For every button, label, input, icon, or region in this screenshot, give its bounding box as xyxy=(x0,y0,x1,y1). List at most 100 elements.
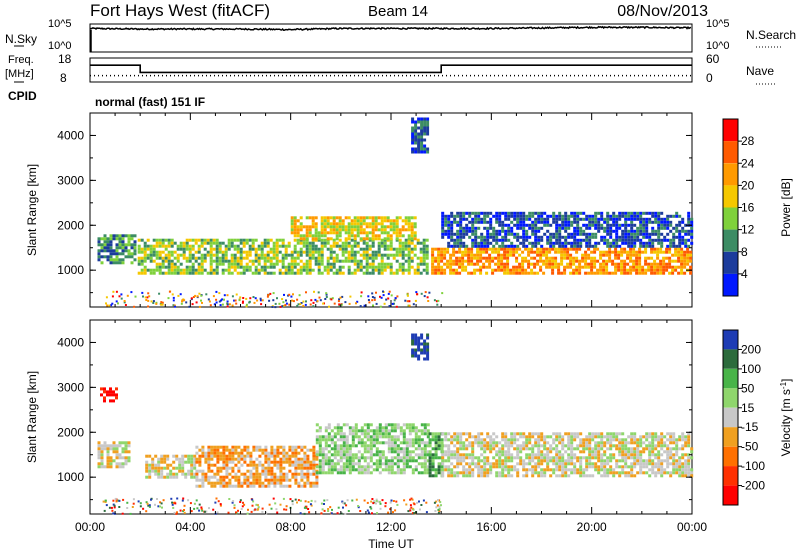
power-cell xyxy=(617,265,621,269)
power-cell xyxy=(654,238,658,242)
power-cell xyxy=(573,238,577,242)
power-cell xyxy=(248,253,252,257)
velocity-cell xyxy=(300,472,304,476)
velocity-cell xyxy=(687,432,691,436)
power-cell xyxy=(347,244,351,248)
velocity-cell xyxy=(672,456,676,460)
velocity-cell xyxy=(447,471,451,475)
power-cell xyxy=(434,268,438,272)
power-cell xyxy=(542,253,546,257)
velocity-cell xyxy=(261,469,265,473)
power-cell xyxy=(456,229,460,233)
power-cell xyxy=(567,214,571,218)
power-cell xyxy=(522,229,526,233)
velocity-cell xyxy=(681,444,685,448)
power-cell xyxy=(537,238,541,242)
velocity-cell xyxy=(504,468,508,472)
power-cell xyxy=(459,229,463,233)
velocity-cell xyxy=(279,478,283,482)
power-cell xyxy=(563,253,567,257)
power-cell xyxy=(624,238,628,242)
power-scatter xyxy=(302,300,305,303)
power-cell xyxy=(618,238,622,242)
power-cell xyxy=(170,250,174,254)
velocity-cell xyxy=(471,435,475,439)
power-cell xyxy=(585,217,589,221)
power-cell xyxy=(209,262,213,266)
power-cell xyxy=(594,220,598,224)
velocity-cell xyxy=(387,444,391,448)
power-scatter xyxy=(172,296,175,299)
power-cell xyxy=(474,229,478,233)
power-cell xyxy=(456,211,460,215)
velocity-cell xyxy=(411,342,415,346)
velocity-cell xyxy=(525,474,529,478)
power-cell xyxy=(596,268,600,272)
velocity-cell xyxy=(354,462,358,466)
power-cell xyxy=(344,244,348,248)
velocity-cell xyxy=(255,475,259,479)
power-cell xyxy=(191,247,195,251)
power-cell xyxy=(371,222,375,226)
velocity-cell xyxy=(561,441,565,445)
velocity-cell xyxy=(428,444,432,448)
power-cell xyxy=(242,265,246,269)
velocity-cell xyxy=(681,438,685,442)
velocity-cell xyxy=(426,423,430,427)
power-cell xyxy=(431,271,435,275)
velocity-cell xyxy=(258,454,262,458)
velocity-cell xyxy=(225,481,229,485)
velocity-cell xyxy=(627,441,631,445)
velocity-cell xyxy=(543,444,547,448)
power-cell xyxy=(371,262,375,266)
power-scatter xyxy=(379,295,381,298)
power-ylabel: Slant Range [km] xyxy=(25,164,39,256)
velocity-cell xyxy=(255,457,259,461)
power-cell xyxy=(492,235,496,239)
velocity-cell xyxy=(609,441,613,445)
power-cell xyxy=(404,228,408,232)
velocity-cell xyxy=(630,462,634,466)
power-scatter xyxy=(269,292,272,295)
power-cell xyxy=(512,250,516,254)
velocity-cell xyxy=(510,435,514,439)
power-cell xyxy=(558,217,562,221)
power-cell xyxy=(401,241,405,245)
power-cell xyxy=(290,219,294,223)
power-cell xyxy=(632,265,636,269)
power-scatter xyxy=(198,305,201,308)
velocity-cell xyxy=(294,466,298,470)
velocity-cell xyxy=(531,468,535,472)
power-cell xyxy=(233,238,237,242)
velocity-cell xyxy=(669,474,673,478)
power-cell xyxy=(449,265,453,269)
power-cell xyxy=(215,256,219,260)
velocity-cell xyxy=(178,469,182,473)
velocity-cell xyxy=(507,441,511,445)
velocity-cell xyxy=(660,441,664,445)
power-cell xyxy=(197,247,201,251)
power-cell xyxy=(425,265,429,269)
power-cell xyxy=(407,247,411,251)
power-cell xyxy=(308,250,312,254)
power-cell xyxy=(308,265,312,269)
power-cell xyxy=(645,211,649,215)
power-cell xyxy=(584,262,588,266)
power-scatter xyxy=(316,300,319,303)
power-cell xyxy=(362,216,366,220)
power-cell xyxy=(395,271,399,275)
velocity-cell xyxy=(318,471,322,475)
power-cell xyxy=(311,247,315,251)
velocity-cell xyxy=(462,471,466,475)
power-cell xyxy=(185,238,189,242)
velocity-cell xyxy=(498,453,502,457)
power-cell xyxy=(656,253,660,257)
velocity-cell xyxy=(181,454,185,458)
velocity-cell xyxy=(360,468,364,472)
power-cell xyxy=(452,250,456,254)
power-cell xyxy=(218,250,222,254)
velocity-cell xyxy=(300,445,304,449)
power-cell xyxy=(395,234,399,238)
power-cell xyxy=(431,253,435,257)
power-cell xyxy=(305,225,309,229)
